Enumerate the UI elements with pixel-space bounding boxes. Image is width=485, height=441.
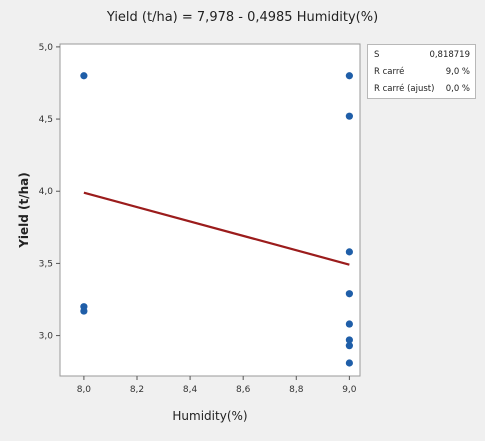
stat-value: 0,818719 <box>429 50 470 60</box>
y-tick-label: 5,0 <box>39 43 54 53</box>
y-axis-label: Yield (t/ha) <box>17 172 31 249</box>
stat-row-r-squared: R carré 9,0 % <box>374 65 470 79</box>
scatter-point <box>345 320 353 328</box>
scatter-point <box>345 359 353 367</box>
x-tick-label: 8,6 <box>236 385 251 395</box>
y-tick-label: 4,0 <box>39 187 54 197</box>
scatter-point <box>80 307 88 315</box>
plot-area <box>59 43 361 377</box>
x-tick-label: 8,8 <box>289 385 304 395</box>
stat-row-r-squared-adj: R carré (ajust) 0,0 % <box>374 82 470 96</box>
scatter-point <box>345 112 353 120</box>
stat-row-s: S 0,818719 <box>374 48 470 62</box>
stat-label: R carré (ajust) <box>374 84 435 94</box>
x-tick-label: 8,0 <box>77 385 92 395</box>
scatter-point <box>345 72 353 80</box>
stat-value: 0,0 % <box>445 84 470 94</box>
stat-label: S <box>374 50 380 60</box>
scatter-point <box>80 72 88 80</box>
x-axis-label: Humidity(%) <box>172 409 247 423</box>
x-tick-label: 8,4 <box>183 385 198 395</box>
regression-stats-box: S 0,818719 R carré 9,0 % R carré (ajust)… <box>367 44 476 99</box>
y-tick-label: 3,0 <box>39 332 54 342</box>
stat-value: 9,0 % <box>445 67 470 77</box>
y-tick-label: 3,5 <box>39 259 53 269</box>
scatter-point <box>345 336 353 344</box>
x-tick-label: 8,2 <box>130 385 144 395</box>
x-tick-label: 9,0 <box>342 385 357 395</box>
scatter-point <box>345 248 353 256</box>
scatter-point <box>345 290 353 298</box>
chart-title: Yield (t/ha) = 7,978 - 0,4985 Humidity(%… <box>106 10 379 25</box>
y-tick-label: 4,5 <box>39 115 53 125</box>
regression-fit-line <box>83 191 350 266</box>
scatter-point <box>345 342 353 350</box>
stat-label: R carré <box>374 67 405 77</box>
